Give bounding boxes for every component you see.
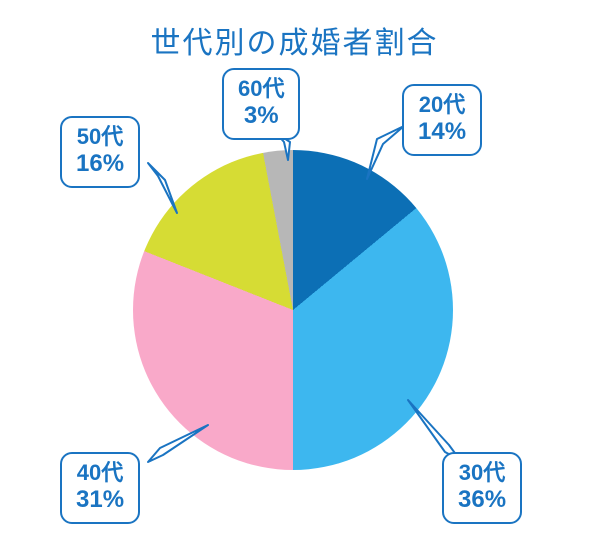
callout-50s: 50代 16% (60, 116, 140, 188)
callout-40s-age: 40代 (76, 460, 124, 486)
callout-50s-pct: 16% (76, 150, 124, 178)
callout-30s-age: 30代 (458, 460, 506, 486)
callout-20s-age: 20代 (418, 92, 466, 118)
callout-20s-pct: 14% (418, 118, 466, 146)
callout-40s-pct: 31% (76, 486, 124, 514)
callout-20s: 20代 14% (402, 84, 482, 156)
callout-40s: 40代 31% (60, 452, 140, 524)
callout-60s-age: 60代 (238, 76, 284, 102)
callout-60s: 60代 3% (222, 68, 300, 140)
callout-60s-pct: 3% (238, 102, 284, 130)
callout-50s-age: 50代 (76, 124, 124, 150)
chart-container: 世代別の成婚者割合 20代 14% 30代 36% 40代 31% 50代 16… (0, 0, 589, 559)
callout-30s: 30代 36% (442, 452, 522, 524)
callout-30s-pct: 36% (458, 486, 506, 514)
